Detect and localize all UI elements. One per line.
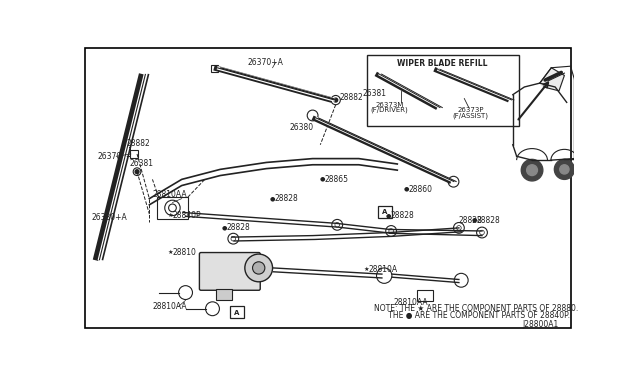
Text: 28882: 28882 — [340, 93, 364, 102]
Text: J28800A1: J28800A1 — [523, 320, 559, 328]
Circle shape — [448, 176, 459, 187]
Circle shape — [376, 268, 392, 283]
Text: 28828: 28828 — [227, 224, 250, 232]
Bar — [211, 65, 218, 71]
Text: 28810: 28810 — [172, 248, 196, 257]
Circle shape — [560, 165, 569, 174]
Bar — [417, 289, 433, 301]
Circle shape — [205, 302, 220, 316]
Text: 28828: 28828 — [459, 216, 483, 225]
Bar — [216, 289, 232, 300]
Circle shape — [477, 227, 488, 238]
Text: 28882: 28882 — [126, 139, 150, 148]
Bar — [157, 197, 188, 219]
Text: ●: ● — [221, 225, 227, 230]
Bar — [124, 147, 130, 156]
Text: 26373M: 26373M — [376, 102, 404, 108]
Circle shape — [332, 219, 342, 230]
Circle shape — [133, 168, 141, 176]
Circle shape — [178, 209, 189, 219]
Text: ●: ● — [472, 218, 477, 223]
Text: (F/DRIVER): (F/DRIVER) — [371, 107, 408, 113]
Circle shape — [168, 204, 176, 212]
Bar — [378, 206, 392, 218]
Text: ★: ★ — [167, 250, 173, 255]
Text: ●: ● — [320, 177, 325, 182]
Text: WIPER BLADE REFILL: WIPER BLADE REFILL — [397, 59, 488, 68]
Text: ●: ● — [270, 196, 275, 201]
Text: 26380: 26380 — [289, 123, 314, 132]
Bar — [367, 55, 519, 126]
Circle shape — [521, 159, 543, 181]
FancyBboxPatch shape — [200, 253, 260, 290]
Circle shape — [454, 222, 464, 233]
Text: 28840P: 28840P — [172, 211, 201, 220]
Text: 26373P: 26373P — [457, 107, 484, 113]
Text: 28810AA: 28810AA — [152, 190, 187, 199]
Text: 28810AA: 28810AA — [394, 298, 428, 307]
Text: ★: ★ — [167, 213, 173, 218]
Circle shape — [164, 200, 180, 216]
Text: 28860: 28860 — [409, 185, 433, 194]
Circle shape — [228, 233, 239, 244]
Text: 26381: 26381 — [129, 160, 154, 169]
Circle shape — [527, 165, 538, 176]
Text: 28828: 28828 — [477, 216, 500, 225]
Circle shape — [331, 96, 340, 105]
Circle shape — [454, 273, 468, 287]
Bar — [230, 307, 244, 318]
Text: THE ● ARE THE COMPONENT PARTS OF 28840P.: THE ● ARE THE COMPONENT PARTS OF 28840P. — [374, 311, 570, 320]
Circle shape — [334, 98, 338, 102]
Text: A: A — [382, 209, 388, 215]
Text: 28828: 28828 — [275, 194, 299, 203]
Text: 26370+A: 26370+A — [247, 58, 283, 67]
Text: ●: ● — [385, 213, 391, 218]
Polygon shape — [540, 68, 564, 91]
Circle shape — [179, 286, 193, 299]
Text: NOTE: THE ★ ARE THE COMPONENT PARTS OF 28880.: NOTE: THE ★ ARE THE COMPONENT PARTS OF 2… — [374, 304, 579, 312]
Text: ★: ★ — [364, 267, 369, 272]
Text: 28810A: 28810A — [369, 265, 398, 274]
Circle shape — [307, 110, 318, 121]
Text: ●: ● — [404, 187, 410, 192]
Circle shape — [554, 159, 575, 179]
Circle shape — [135, 170, 139, 174]
Text: 26370: 26370 — [97, 152, 121, 161]
Text: A: A — [234, 310, 240, 315]
Bar — [130, 150, 138, 158]
Text: 28828: 28828 — [390, 211, 414, 220]
Circle shape — [253, 262, 265, 274]
Text: (F/ASSIST): (F/ASSIST) — [452, 112, 488, 119]
Text: 26381: 26381 — [363, 89, 387, 97]
Circle shape — [245, 254, 273, 282]
Text: 28865: 28865 — [325, 175, 349, 184]
Text: 26380+A: 26380+A — [92, 214, 127, 222]
Circle shape — [386, 225, 397, 236]
Text: 28810AA: 28810AA — [152, 302, 187, 311]
